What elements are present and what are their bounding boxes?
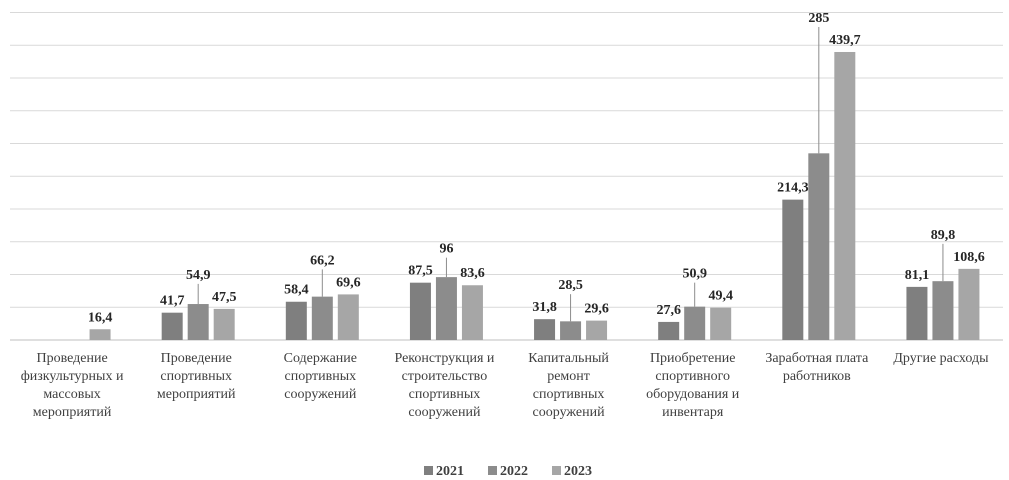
bar-2023 bbox=[958, 268, 980, 340]
category-label: спортивных bbox=[409, 387, 481, 402]
leader-lines bbox=[197, 26, 944, 322]
category-label: мероприятий bbox=[33, 405, 112, 420]
bar-2023 bbox=[89, 329, 111, 340]
data-label-2022: 50,9 bbox=[682, 267, 707, 282]
category-label: мероприятий bbox=[157, 387, 236, 402]
legend-swatch-2023 bbox=[552, 466, 561, 475]
category-label: Приобретение bbox=[650, 351, 735, 366]
category-label: спортивного bbox=[655, 369, 730, 384]
data-label-2023: 439,7 bbox=[829, 33, 861, 48]
data-label-2021: 31,8 bbox=[532, 300, 557, 315]
data-label-2021: 81,1 bbox=[905, 268, 930, 283]
category-label: оборудования и bbox=[646, 387, 740, 402]
legend: 2021 2022 2023 bbox=[424, 464, 592, 479]
data-label-2021: 41,7 bbox=[160, 294, 185, 309]
bar-2023 bbox=[834, 51, 856, 341]
bar-2022 bbox=[684, 306, 706, 340]
legend-entry-2021: 2021 bbox=[436, 464, 464, 479]
data-label-2021: 58,4 bbox=[284, 283, 309, 298]
category-label: ремонт bbox=[547, 369, 590, 384]
bar-2022 bbox=[932, 281, 954, 340]
category-label: Содержание bbox=[284, 351, 357, 366]
bar-2021 bbox=[782, 199, 804, 340]
bar-2023 bbox=[461, 285, 483, 340]
data-label-2021: 214,3 bbox=[777, 181, 809, 196]
category-label: Капитальный bbox=[528, 351, 609, 366]
category-label: массовых bbox=[43, 387, 100, 402]
bar-2022 bbox=[435, 277, 457, 340]
data-label-2023: 108,6 bbox=[953, 250, 985, 265]
category-label: спортивных bbox=[533, 387, 605, 402]
legend-entry-2022: 2022 bbox=[500, 464, 528, 479]
data-label-2022: 96 bbox=[439, 242, 453, 257]
data-label-2022: 28,5 bbox=[558, 278, 583, 293]
category-label: сооружений bbox=[533, 405, 606, 420]
legend-swatch-2021 bbox=[424, 466, 433, 475]
bar-2023 bbox=[337, 294, 359, 340]
category-label: работников bbox=[783, 369, 851, 384]
bar-2023 bbox=[586, 320, 608, 340]
data-label-2023: 47,5 bbox=[212, 290, 237, 305]
legend-entry-2023: 2023 bbox=[564, 464, 592, 479]
data-label-2023: 69,6 bbox=[336, 275, 361, 290]
data-label-2022: 66,2 bbox=[310, 253, 335, 268]
category-label: спортивных bbox=[160, 369, 232, 384]
data-label-2021: 87,5 bbox=[408, 264, 433, 279]
bar-2022 bbox=[187, 304, 209, 340]
data-label-2022: 89,8 bbox=[931, 228, 956, 243]
data-label-2022: 285 bbox=[808, 11, 829, 26]
bar-2022 bbox=[311, 296, 333, 340]
data-label-2023: 83,6 bbox=[460, 266, 485, 281]
bar-2021 bbox=[285, 301, 307, 340]
category-label: Проведение bbox=[36, 351, 107, 366]
data-labels: 16,4 41,754,947,5 58,466,269,6 87,5 96 83,6 31… bbox=[88, 11, 985, 325]
category-label: Проведение bbox=[161, 351, 232, 366]
category-label: Другие расходы bbox=[893, 351, 989, 366]
bar-2023 bbox=[710, 307, 732, 340]
data-label-2023: 49,4 bbox=[708, 289, 733, 304]
category-label: спортивных bbox=[284, 369, 356, 384]
category-label: физкультурных и bbox=[21, 369, 124, 384]
bar-2021 bbox=[161, 312, 183, 340]
category-label: сооружений bbox=[408, 405, 481, 420]
data-label-2023: 16,4 bbox=[88, 310, 113, 325]
category-label: инвентаря bbox=[662, 405, 724, 420]
category-label: Реконструкция и bbox=[394, 351, 494, 366]
bars bbox=[89, 51, 980, 341]
bar-2023 bbox=[213, 308, 235, 340]
category-label: сооружений bbox=[284, 387, 357, 402]
category-label: строительство bbox=[402, 369, 488, 384]
category-labels: Проведение физкультурных и массовых меропри… bbox=[21, 351, 989, 420]
bar-2022 bbox=[808, 153, 830, 340]
bar-2021 bbox=[658, 321, 680, 340]
bar-2021 bbox=[409, 282, 431, 340]
data-label-2023: 29,6 bbox=[584, 302, 609, 317]
bar-2022 bbox=[560, 321, 582, 340]
bar-2021 bbox=[906, 286, 928, 340]
category-label: Заработная плата bbox=[765, 351, 869, 366]
bar-2021 bbox=[534, 319, 556, 340]
data-label-2022: 54,9 bbox=[186, 268, 211, 283]
legend-swatch-2022 bbox=[488, 466, 497, 475]
data-label-2021: 27,6 bbox=[656, 303, 681, 318]
